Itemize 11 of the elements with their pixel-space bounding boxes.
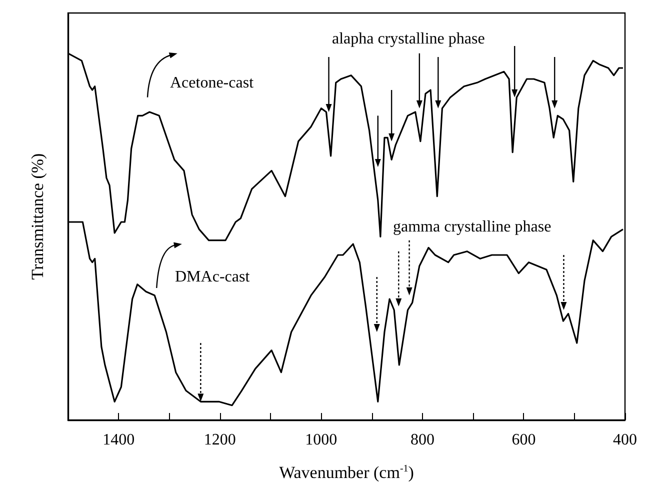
x-tick-label: 1200: [204, 432, 236, 448]
x-tick-label: 600: [512, 432, 536, 448]
annotation: Acetone-cast: [170, 74, 254, 92]
x-tick-label: 400: [613, 432, 637, 448]
text: alapha crystalline phase: [332, 30, 485, 48]
annotation: DMAc-cast: [175, 268, 250, 286]
x-tick-label: 1000: [305, 432, 338, 448]
x-tick-label: 800: [410, 432, 434, 448]
annotation: gamma crystalline phase: [393, 218, 552, 236]
y-axis-title: Transmittance (%): [28, 153, 47, 280]
x-tick-label: 1400: [102, 432, 135, 448]
